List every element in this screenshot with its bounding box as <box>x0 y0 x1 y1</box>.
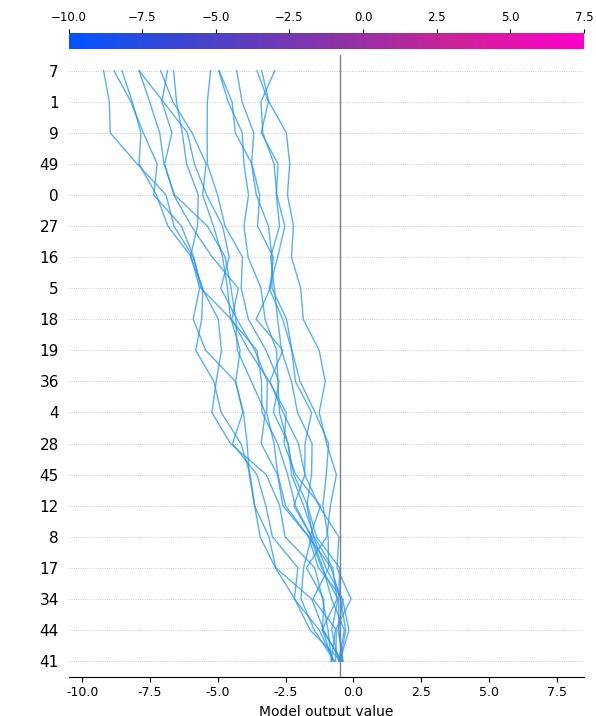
X-axis label: Model output value: Model output value <box>259 705 393 716</box>
